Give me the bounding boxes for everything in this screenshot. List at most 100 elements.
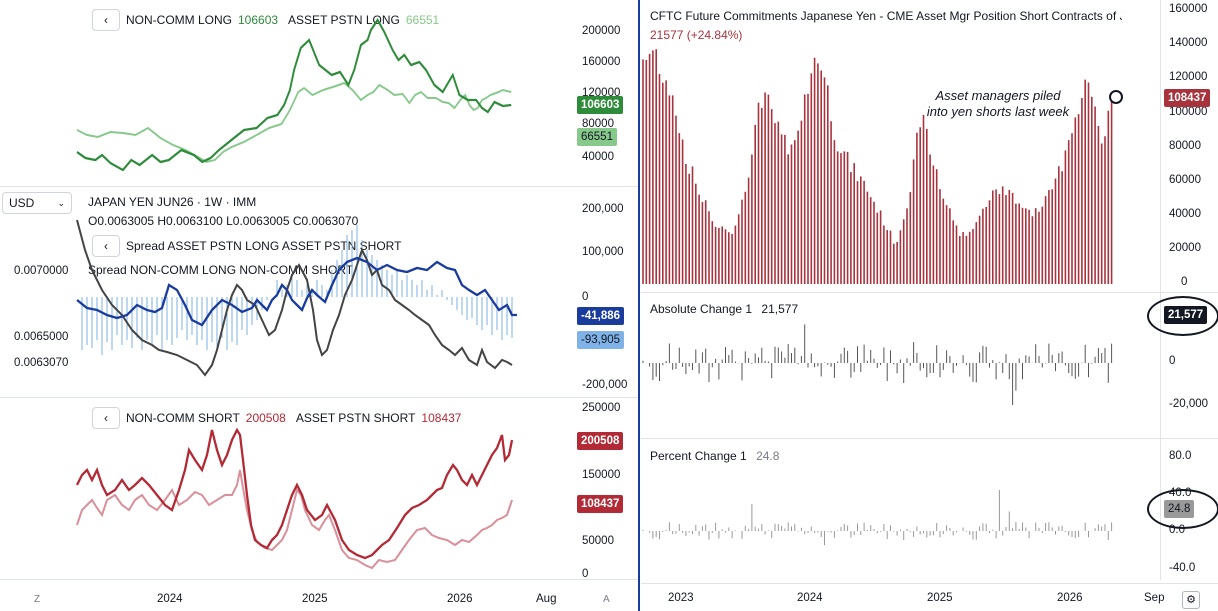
axis-tick: 80000 — [1169, 140, 1201, 152]
pane-divider — [0, 397, 638, 398]
axis-tick: -40.0 — [1169, 562, 1196, 574]
layout-divider — [638, 0, 640, 611]
chart-subtitle: 21577 (+24.84%) — [650, 28, 743, 42]
indicator-value: 21,577 — [761, 302, 799, 316]
chevron-left-icon: ‹ — [104, 13, 108, 27]
axis-tick: -20,000 — [1169, 398, 1209, 410]
pane-divider — [0, 186, 638, 187]
time-tick: Aug — [536, 593, 557, 605]
axis-tick: 200000 — [582, 25, 621, 37]
currency-select[interactable]: USD ⌄ — [2, 192, 72, 214]
non-comm-short-line — [75, 427, 514, 560]
axis-tick: 60000 — [1169, 174, 1201, 186]
axis-tick: 140000 — [1169, 37, 1208, 49]
time-tick: 2024 — [157, 593, 183, 605]
time-tick: Sep — [1144, 592, 1165, 604]
collapse-button[interactable]: ‹ — [92, 9, 120, 31]
time-tick: 2023 — [668, 592, 694, 604]
panel1-legend: ‹ NON-COMM LONG 106603 ASSET PSTN LONG 6… — [92, 9, 439, 31]
axis-tick: 160000 — [1169, 3, 1208, 15]
chevron-left-icon: ‹ — [104, 239, 108, 253]
ohlc-values: O0.0063005 H0.0063100 L0.0063005 C0.0063… — [88, 214, 359, 228]
price-axis-border — [1160, 0, 1161, 580]
pane-divider — [641, 438, 1218, 439]
axis-tick: 100000 — [1169, 106, 1208, 118]
series-value: 108437 — [421, 411, 462, 425]
indicator-tag: 24.8 — [1164, 500, 1195, 518]
time-tick: 2026 — [447, 593, 473, 605]
price-tag: -93,905 — [577, 331, 625, 349]
annotation-line: Asset managers piled — [935, 88, 1061, 103]
axis-tick: 0 — [582, 291, 589, 303]
series-name: ASSET PSTN SHORT — [295, 411, 416, 425]
series-name: Spread ASSET PSTN LONG ASSET PSTN SHORT — [126, 239, 402, 253]
series-name: ASSET PSTN LONG — [288, 13, 400, 27]
abs-change-legend: Absolute Change 1 21,577 — [650, 302, 798, 316]
axis-tick: -200,000 — [582, 379, 628, 391]
annotation-marker-icon — [1109, 90, 1123, 104]
price-tag: 106603 — [577, 96, 624, 114]
symbol-info: JAPAN YEN JUN26 · 1W · IMM — [88, 195, 257, 209]
axis-tick: 250000 — [582, 402, 621, 414]
axis-tick: 80.0 — [1169, 450, 1192, 462]
asset-pstn-short-line — [76, 469, 513, 570]
panel1-lines — [76, 18, 512, 172]
axis-tick: 150000 — [582, 469, 621, 481]
time-axis-border — [0, 579, 638, 580]
series-value: 106603 — [238, 13, 279, 27]
series-value: 200508 — [245, 411, 286, 425]
time-tick: 2025 — [302, 593, 328, 605]
abs-change-histogram — [642, 324, 1113, 406]
panel3-legend: ‹ NON-COMM SHORT 200508 ASSET PSTN SHORT… — [92, 407, 461, 429]
price-tag: 200508 — [577, 432, 624, 450]
price-tag: 108437 — [577, 495, 624, 513]
chevron-left-icon: ‹ — [104, 411, 108, 425]
chevron-down-icon: ⌄ — [57, 197, 65, 208]
spread2-legend: Spread NON-COMM LONG NON-COMM SHORT — [88, 263, 354, 277]
axis-tick: 40000 — [582, 151, 614, 163]
asset-pstn-long-line — [76, 81, 512, 164]
annotation-line: into yen shorts last week — [926, 104, 1070, 119]
axis-tick: 40000 — [1169, 208, 1201, 220]
auto-scale-toggle[interactable]: A — [603, 594, 610, 605]
spread-histogram — [81, 225, 513, 355]
series-name: NON-COMM LONG — [126, 13, 232, 27]
price-tick: 0.0063070 — [14, 357, 69, 369]
time-tick: 2024 — [797, 592, 823, 604]
time-axis-border — [641, 583, 1218, 584]
log-scale-toggle[interactable]: Z — [34, 594, 41, 605]
axis-tick: 20000 — [1169, 242, 1201, 254]
axis-tick: 120000 — [1169, 71, 1208, 83]
pct-change-histogram — [642, 489, 1113, 546]
axis-tick: 0 — [1169, 355, 1176, 367]
axis-tick: 0 — [1181, 276, 1188, 288]
spread-asset-line — [76, 256, 517, 327]
axis-tick: 80000 — [582, 118, 614, 130]
axis-tick: 100,000 — [582, 246, 624, 258]
series-value: 66551 — [405, 13, 440, 27]
time-tick: 2026 — [1057, 592, 1083, 604]
settings-gear-icon[interactable]: ⚙ — [1182, 591, 1200, 609]
price-tag: -41,886 — [577, 307, 625, 325]
chart-annotation: Asset managers piled into yen shorts las… — [918, 88, 1078, 120]
panel3-lines — [75, 427, 514, 570]
pane-divider — [641, 292, 1218, 293]
chart-title: CFTC Future Commitments Japanese Yen - C… — [650, 9, 1122, 23]
axis-tick: 0 — [582, 568, 589, 580]
yen-price-line — [76, 219, 513, 377]
axis-tick: 50000 — [582, 535, 614, 547]
indicator-value: 24.8 — [756, 449, 780, 463]
panel2-chart — [76, 219, 517, 377]
collapse-button[interactable]: ‹ — [92, 407, 120, 429]
price-tick: 0.0065000 — [14, 331, 69, 343]
price-tick: 0.0070000 — [14, 265, 69, 277]
series-name: NON-COMM SHORT — [126, 411, 240, 425]
pct-change-legend: Percent Change 1 24.8 — [650, 449, 779, 463]
asset-mgr-short-bars — [642, 49, 1113, 284]
price-tag: 108437 — [1164, 89, 1211, 107]
currency-value: USD — [9, 196, 35, 210]
axis-tick: 160000 — [582, 56, 621, 68]
collapse-button[interactable]: ‹ — [92, 235, 120, 257]
time-tick: 2025 — [927, 592, 953, 604]
indicator-name: Percent Change 1 — [650, 449, 747, 463]
